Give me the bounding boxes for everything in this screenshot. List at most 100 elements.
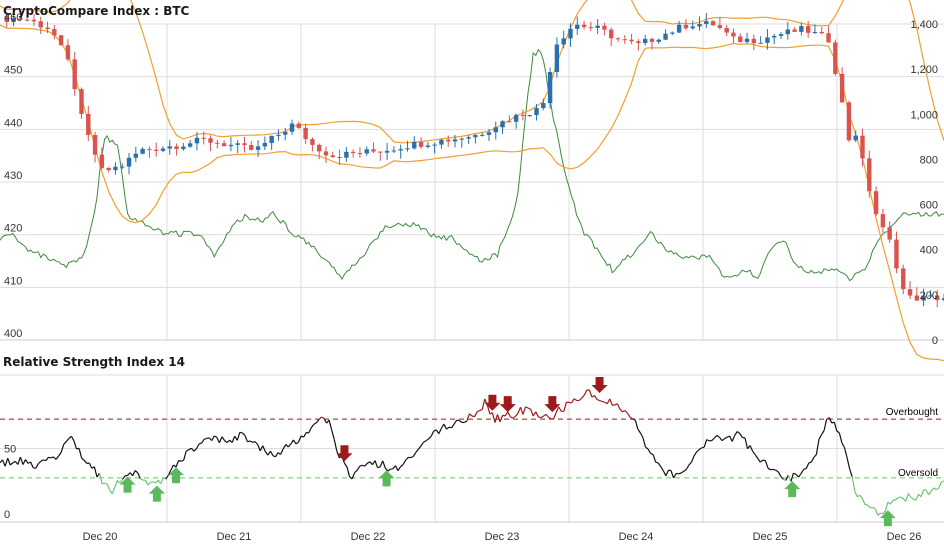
- candle-body: [120, 166, 125, 168]
- rsi-segment: [435, 429, 440, 435]
- candle: [486, 129, 492, 141]
- candle-body: [432, 144, 437, 146]
- rsi-segment: [593, 395, 598, 400]
- rsi-segment: [606, 398, 611, 405]
- candle-body: [276, 134, 281, 136]
- candle: [554, 37, 560, 78]
- candle: [160, 146, 166, 153]
- rsi-segment: [543, 413, 547, 417]
- candle: [772, 33, 777, 45]
- candle-body: [221, 143, 227, 147]
- rsi-segment: [474, 411, 478, 417]
- candle: [588, 21, 594, 32]
- rsi-segment: [810, 457, 815, 463]
- candle-body: [79, 89, 84, 114]
- candle: [350, 149, 356, 158]
- candle: [344, 147, 349, 162]
- rsi-segment: [548, 416, 552, 420]
- rsi-segment: [502, 414, 506, 417]
- rsi-segment: [815, 439, 820, 455]
- rsi-segment: [354, 469, 358, 474]
- candle: [561, 30, 566, 49]
- rsi-segment: [423, 440, 427, 443]
- rsi-segment: [601, 400, 605, 403]
- rsi-segment: [55, 455, 60, 460]
- right-tick-label: 1,200: [910, 64, 938, 76]
- rsi-segment: [833, 421, 838, 432]
- candle-body: [154, 149, 159, 151]
- rsi-segment: [805, 462, 810, 469]
- bollinger-upper: [0, 0, 944, 144]
- candle-body: [262, 142, 268, 147]
- rsi-segment: [221, 436, 226, 441]
- rsi-segment: [553, 412, 557, 420]
- candle-body: [113, 166, 118, 171]
- candle: [24, 12, 30, 22]
- candle-body: [38, 21, 43, 28]
- candle-body: [72, 59, 77, 90]
- sell-signal-arrow: [484, 394, 501, 411]
- candle-body: [615, 38, 621, 40]
- right-tick-label: 1,400: [910, 19, 938, 31]
- candle-body: [670, 32, 675, 34]
- candle-body: [167, 146, 172, 149]
- rsi-segment: [466, 413, 470, 422]
- candle: [670, 31, 675, 36]
- rsi-segment: [481, 398, 486, 410]
- rsi-segment: [2, 459, 6, 467]
- rsi-segment: [244, 435, 249, 443]
- rsi-segment: [734, 431, 738, 436]
- candle-body: [316, 144, 322, 152]
- candle: [126, 153, 132, 175]
- rsi-segment: [12, 460, 16, 464]
- candle: [724, 24, 729, 37]
- rsi-segment: [160, 477, 164, 484]
- rsi-segment: [693, 451, 698, 457]
- rsi-segment: [93, 466, 98, 478]
- rsi-segment: [308, 427, 312, 434]
- candle-body: [174, 146, 179, 150]
- rsi-segment: [843, 447, 848, 458]
- rsi-segment: [642, 437, 647, 448]
- rsi-segment: [303, 432, 307, 438]
- rsi-segment: [688, 461, 692, 466]
- candle: [663, 29, 668, 41]
- rsi-segment: [292, 439, 297, 445]
- rsi-segment: [249, 440, 253, 443]
- candle: [928, 290, 933, 297]
- rsi-segment: [152, 481, 156, 484]
- rsi-segment: [106, 483, 111, 491]
- rsi-segment: [856, 494, 861, 498]
- candle: [133, 146, 139, 163]
- rsi-segment: [239, 431, 243, 434]
- rsi-segment: [101, 482, 105, 485]
- candle: [113, 162, 118, 175]
- candle-body: [812, 31, 818, 33]
- rsi-segment: [650, 452, 654, 455]
- candle-body: [622, 39, 628, 41]
- sell-signal-arrow: [336, 445, 353, 462]
- candle: [676, 21, 682, 34]
- rsi-segment: [458, 420, 463, 423]
- candle-body: [99, 154, 105, 168]
- candle: [194, 131, 200, 151]
- candle: [914, 287, 920, 301]
- rsi-segment: [632, 418, 636, 421]
- rsi-segment: [464, 420, 468, 424]
- candle-body: [323, 151, 329, 156]
- rsi-segment: [417, 445, 422, 450]
- candle-body: [242, 143, 247, 146]
- rsi-segment: [269, 450, 274, 457]
- candle-body: [805, 26, 811, 33]
- rsi-segment: [214, 435, 218, 438]
- candle-body: [717, 25, 723, 29]
- candle-body: [676, 24, 682, 33]
- candle: [833, 39, 838, 76]
- rsi-segment: [78, 448, 83, 459]
- candle: [656, 38, 661, 44]
- candle: [758, 36, 763, 44]
- candle-body: [181, 146, 186, 150]
- rsi-segment: [144, 479, 149, 486]
- rsi-segment: [198, 442, 202, 445]
